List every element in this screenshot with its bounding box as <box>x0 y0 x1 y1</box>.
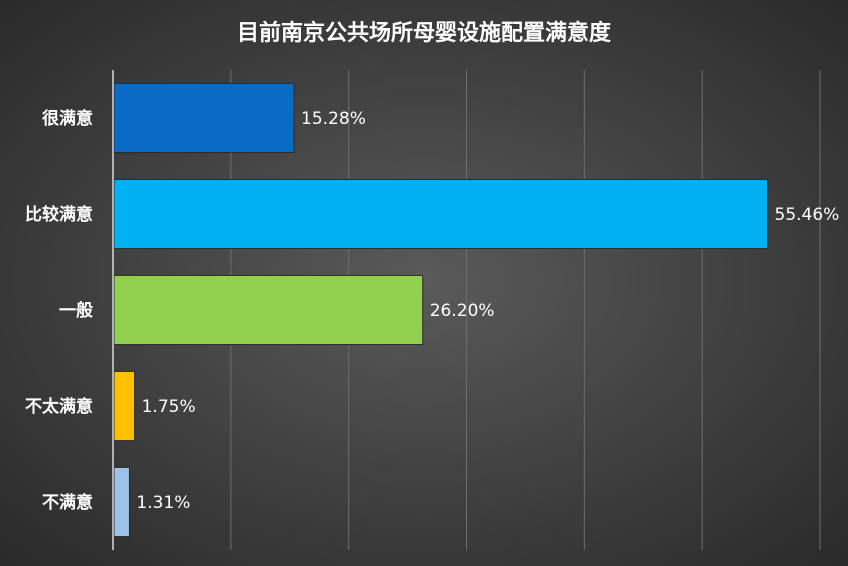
data-label: 26.20% <box>430 301 495 321</box>
bar <box>113 178 769 250</box>
bar <box>113 82 295 154</box>
category-label: 比较满意 <box>25 204 93 225</box>
bar <box>113 466 130 538</box>
category-label: 很满意 <box>42 108 93 129</box>
chart-title: 目前南京公共场所母婴设施配置满意度 <box>237 20 612 46</box>
bar <box>113 274 424 346</box>
category-label: 一般 <box>59 300 93 321</box>
data-label: 1.31% <box>136 493 190 513</box>
data-label: 1.75% <box>142 397 196 417</box>
bar <box>113 370 136 442</box>
data-label: 15.28% <box>301 109 366 129</box>
labels: 很满意 15.28% 比较满意 55.46% 一般 26.20% 不太满意 1.75% 不满意 1… <box>25 108 839 513</box>
bars <box>113 82 769 538</box>
category-label: 不太满意 <box>25 396 93 417</box>
category-label: 不满意 <box>42 492 93 513</box>
data-label: 55.46% <box>775 205 840 225</box>
